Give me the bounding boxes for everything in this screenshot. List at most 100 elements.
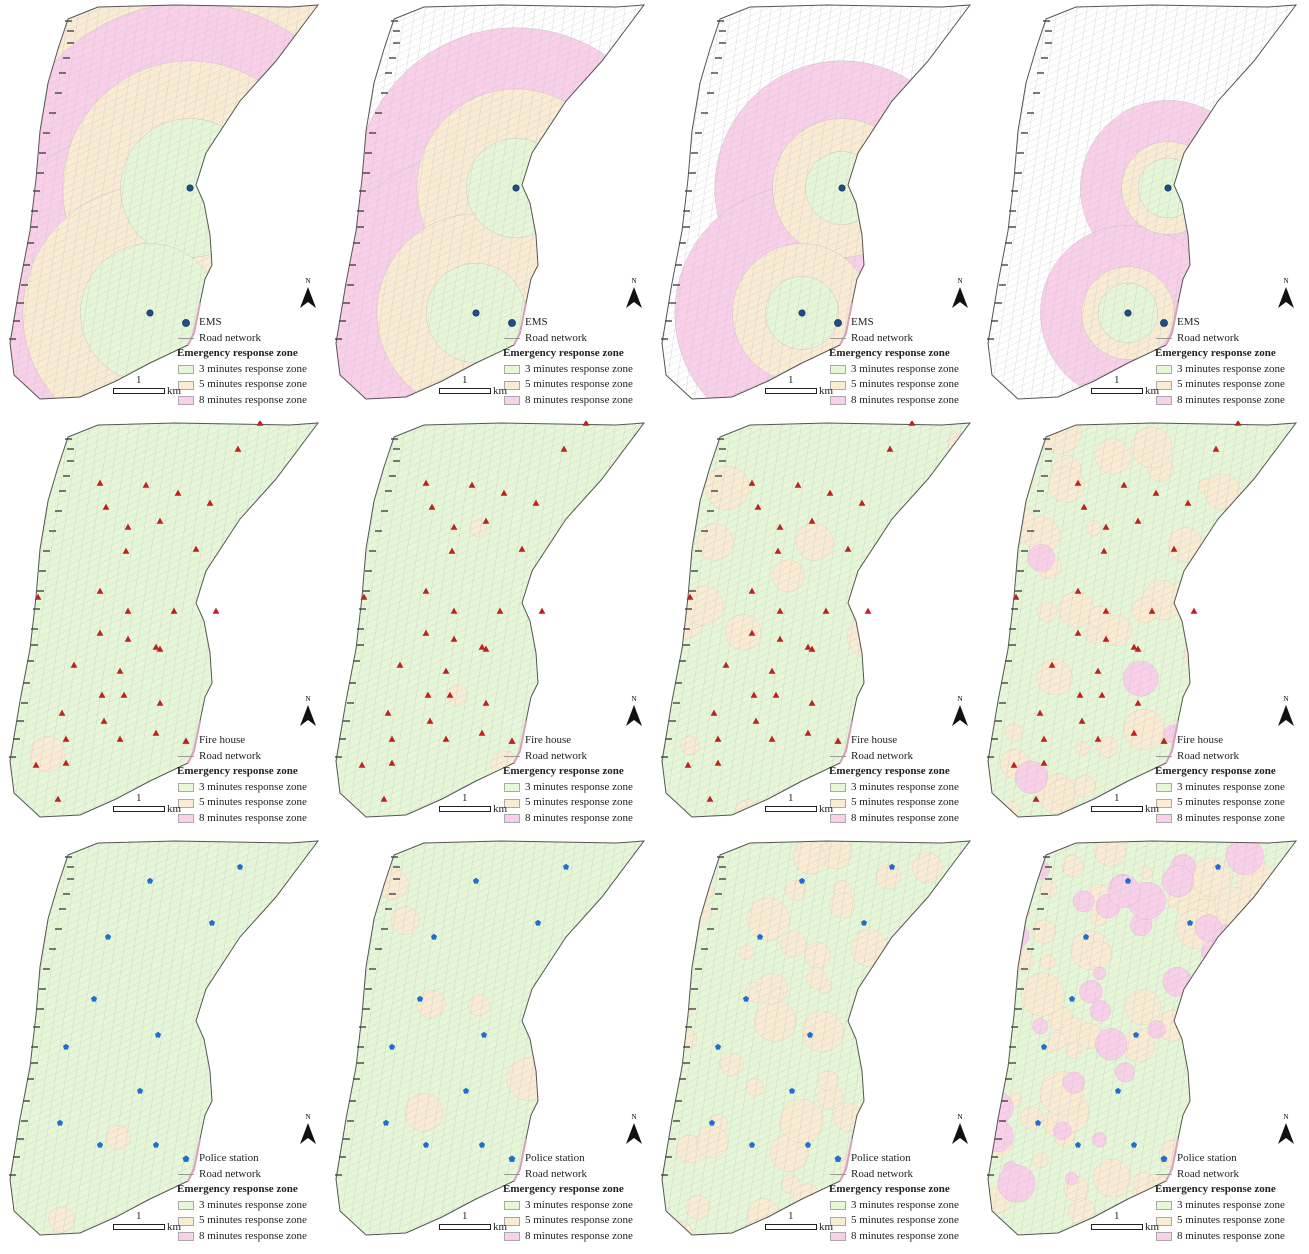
map-panel: N EMS Road network Emergency response zo… (326, 3, 651, 418)
zone5-patch (49, 1207, 75, 1233)
legend-facility: EMS (827, 315, 977, 331)
zone5-patch (996, 843, 1024, 871)
scale-unit: km (167, 803, 181, 815)
zone5-patch (923, 1006, 952, 1035)
legend-zone3-label: 3 minutes response zone (525, 362, 633, 378)
legend-zone5-label: 5 minutes response zone (1177, 377, 1285, 393)
zone8-patch (1214, 1020, 1230, 1036)
legend-zone5: 5 minutes response zone (1153, 1213, 1303, 1229)
north-label: N (957, 695, 962, 703)
zone8-patch (1200, 607, 1224, 631)
zone8-patch (989, 850, 1010, 871)
legend-road-label: Road network (1177, 331, 1239, 347)
legend-zone3-label: 3 minutes response zone (851, 780, 959, 796)
zone5-patch (1074, 775, 1096, 797)
legend-zone5: 5 minutes response zone (501, 795, 651, 811)
legend-zone-title: Emergency response zone (1153, 346, 1303, 362)
legend-zone8: 8 minutes response zone (827, 1229, 977, 1245)
zone8-swatch (1156, 396, 1172, 405)
legend-road-label: Road network (199, 749, 261, 765)
north-arrow-icon: N (949, 275, 971, 311)
avenue-line (0, 3, 10, 418)
ems-marker (513, 185, 519, 191)
avenue-line (326, 421, 336, 836)
zone5-patch (686, 842, 715, 871)
legend-zone3-label: 3 minutes response zone (851, 1198, 959, 1214)
legend-zone3-label: 3 minutes response zone (199, 362, 307, 378)
legend-zone3: 3 minutes response zone (175, 1198, 325, 1214)
scale-bar-graphic (113, 1224, 165, 1230)
scale-bar-graphic (765, 388, 817, 394)
legend-zone8: 8 minutes response zone (1153, 1229, 1303, 1245)
zone8-patch (1108, 875, 1140, 907)
legend-zone5-label: 5 minutes response zone (851, 795, 959, 811)
zone5-patch (847, 617, 887, 657)
legend-zone5-label: 5 minutes response zone (199, 377, 307, 393)
legend-facility: Police station (501, 1151, 651, 1167)
zone8-patch (1191, 993, 1225, 1027)
zone5-patch (1013, 473, 1033, 493)
scale-bar-graphic (113, 806, 165, 812)
map-legend: Fire house Road network Emergency respon… (1153, 733, 1303, 827)
legend-road: Road network (175, 1167, 325, 1183)
north-arrow-icon: N (623, 1111, 645, 1147)
fire-house-marker (834, 737, 841, 743)
legend-facility: EMS (501, 315, 651, 331)
zone5-patch (949, 953, 973, 977)
scale-unit: km (819, 385, 833, 397)
zone5-patch (928, 916, 941, 929)
legend-facility: Police station (1153, 1151, 1303, 1167)
zone5-patch (990, 591, 1010, 611)
zone5-patch (1005, 455, 1035, 485)
map-panel: N Fire house Road network Emergency resp… (978, 421, 1303, 836)
avenue-line (0, 839, 10, 1254)
facility-symbol-icon (832, 317, 844, 329)
zone3-swatch (1156, 365, 1172, 374)
legend-zone-title: Emergency response zone (175, 346, 325, 362)
zone3-swatch (504, 783, 520, 792)
legend-zone-title: Emergency response zone (175, 1182, 325, 1198)
map-panel: N Police station Road network Emergency … (978, 839, 1303, 1254)
zone5-patch (1040, 881, 1057, 898)
zone5-patch (1200, 1054, 1219, 1073)
facility-symbol-icon (1158, 317, 1170, 329)
scale-value: 1 (136, 374, 142, 386)
zone8-patch (1073, 891, 1094, 912)
zone8-patch (998, 1165, 1035, 1202)
legend-zone3-label: 3 minutes response zone (1177, 780, 1285, 796)
map-legend: EMS Road network Emergency response zone… (175, 315, 325, 409)
avenue-line (326, 3, 336, 418)
zone5-patch (652, 1058, 681, 1092)
legend-zone8-label: 8 minutes response zone (1177, 1229, 1285, 1245)
legend-zone8: 8 minutes response zone (827, 393, 977, 409)
scale-bar-graphic (439, 806, 491, 812)
legend-zone5: 5 minutes response zone (827, 377, 977, 393)
legend-road-label: Road network (525, 749, 587, 765)
legend-road: Road network (175, 331, 325, 347)
legend-road: Road network (1153, 749, 1303, 765)
scale-bar-graphic (1091, 388, 1143, 394)
legend-facility: Fire house (175, 733, 325, 749)
zone5-patch (608, 926, 629, 947)
zone5-patch (1132, 597, 1158, 623)
zone5-patch (627, 990, 639, 1002)
road-line-icon (178, 1174, 194, 1175)
zone8-swatch (830, 1232, 846, 1241)
scale-unit: km (493, 803, 507, 815)
legend-zone3-label: 3 minutes response zone (525, 1198, 633, 1214)
zone5-patch (1240, 544, 1264, 568)
north-label: N (631, 695, 636, 703)
legend-facility-label: Police station (851, 1151, 911, 1167)
zone8-swatch (178, 396, 194, 405)
north-arrow-icon: N (1275, 1111, 1297, 1147)
zone5-patch (1075, 741, 1089, 755)
avenue-line (326, 839, 336, 1254)
ems-marker (147, 310, 153, 316)
legend-zone3: 3 minutes response zone (501, 780, 651, 796)
zone8-swatch (504, 396, 520, 405)
fire-house-marker (539, 608, 546, 614)
legend-facility: Police station (827, 1151, 977, 1167)
zone5-patch (978, 839, 1005, 861)
legend-zone5-label: 5 minutes response zone (525, 795, 633, 811)
zone5-patch (1203, 1048, 1225, 1070)
